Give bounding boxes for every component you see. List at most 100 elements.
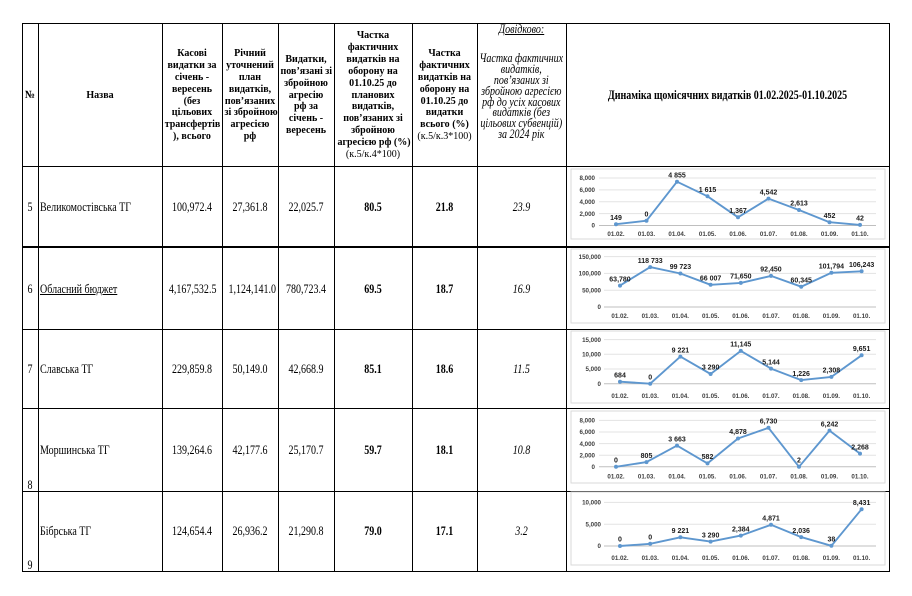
svg-text:01.08.: 01.08. [793, 393, 810, 400]
svg-text:01.05.: 01.05. [699, 231, 716, 238]
svg-text:01.10.: 01.10. [853, 313, 870, 320]
svg-text:2: 2 [797, 458, 801, 465]
svg-text:60,345: 60,345 [790, 277, 812, 284]
svg-text:01.03.: 01.03. [638, 474, 655, 481]
svg-text:106,243: 106,243 [849, 262, 874, 269]
svg-text:01.07.: 01.07. [762, 393, 779, 400]
svg-text:0: 0 [592, 464, 596, 471]
svg-text:3 290: 3 290 [702, 532, 720, 539]
svg-text:15,000: 15,000 [582, 337, 601, 344]
svg-text:582: 582 [702, 454, 714, 461]
svg-text:3 290: 3 290 [702, 365, 720, 372]
svg-text:01.02.: 01.02. [611, 313, 628, 320]
svg-text:01.04.: 01.04. [672, 313, 689, 320]
svg-text:5,000: 5,000 [586, 366, 602, 373]
svg-text:684: 684 [614, 372, 626, 379]
svg-text:149: 149 [610, 215, 622, 222]
svg-text:0: 0 [648, 535, 652, 542]
svg-text:2,268: 2,268 [851, 444, 869, 451]
svg-text:63,780: 63,780 [609, 276, 631, 283]
svg-text:5,000: 5,000 [586, 521, 602, 528]
svg-text:01.05.: 01.05. [702, 555, 719, 562]
svg-text:2,036: 2,036 [792, 528, 810, 535]
svg-text:4,542: 4,542 [760, 189, 778, 196]
svg-text:4,878: 4,878 [729, 429, 747, 436]
svg-text:3 663: 3 663 [668, 436, 686, 443]
svg-text:01.09.: 01.09. [823, 393, 840, 400]
svg-text:38: 38 [828, 537, 836, 544]
svg-text:01.04.: 01.04. [668, 231, 685, 238]
svg-text:4,000: 4,000 [580, 441, 596, 448]
svg-text:01.04.: 01.04. [668, 474, 685, 481]
svg-text:6,730: 6,730 [760, 419, 778, 426]
svg-text:01.03.: 01.03. [642, 555, 659, 562]
svg-text:1,367: 1,367 [729, 208, 747, 215]
svg-text:01.05.: 01.05. [699, 474, 716, 481]
svg-text:01.06.: 01.06. [732, 393, 749, 400]
svg-text:99 723: 99 723 [670, 264, 692, 271]
svg-text:0: 0 [592, 223, 596, 230]
svg-text:4,000: 4,000 [580, 199, 596, 206]
svg-text:01.03.: 01.03. [642, 313, 659, 320]
svg-text:01.10.: 01.10. [851, 231, 868, 238]
svg-text:01.09.: 01.09. [821, 231, 838, 238]
svg-text:01.02.: 01.02. [611, 393, 628, 400]
svg-text:4 855: 4 855 [668, 172, 686, 179]
svg-text:9 221: 9 221 [672, 528, 690, 535]
svg-text:01.07.: 01.07. [760, 231, 777, 238]
svg-text:0: 0 [645, 211, 649, 218]
svg-text:0: 0 [598, 381, 602, 388]
svg-text:01.08.: 01.08. [793, 555, 810, 562]
svg-text:805: 805 [641, 453, 653, 460]
svg-text:01.06.: 01.06. [732, 313, 749, 320]
svg-text:0: 0 [614, 458, 618, 465]
svg-text:01.04.: 01.04. [672, 393, 689, 400]
svg-text:71,650: 71,650 [730, 274, 752, 281]
svg-text:01.05.: 01.05. [702, 393, 719, 400]
svg-text:42: 42 [856, 216, 864, 223]
svg-text:2,613: 2,613 [790, 201, 808, 208]
svg-text:2,000: 2,000 [580, 452, 596, 459]
svg-text:10,000: 10,000 [582, 500, 601, 507]
svg-text:01.05.: 01.05. [702, 313, 719, 320]
svg-text:9,651: 9,651 [853, 346, 871, 353]
svg-text:452: 452 [824, 213, 836, 220]
svg-text:01.09.: 01.09. [821, 474, 838, 481]
svg-text:101,794: 101,794 [819, 264, 844, 271]
svg-text:2,000: 2,000 [580, 211, 596, 218]
svg-text:2,308: 2,308 [823, 368, 841, 375]
svg-text:100,000: 100,000 [579, 271, 602, 278]
svg-text:01.03.: 01.03. [642, 393, 659, 400]
svg-text:01.10.: 01.10. [853, 555, 870, 562]
svg-text:118 733: 118 733 [638, 258, 663, 265]
svg-text:10,000: 10,000 [582, 352, 601, 359]
svg-text:01.07.: 01.07. [762, 555, 779, 562]
svg-text:01.03.: 01.03. [638, 231, 655, 238]
svg-text:9 221: 9 221 [672, 347, 690, 354]
svg-text:01.06.: 01.06. [729, 474, 746, 481]
svg-text:01.07.: 01.07. [762, 313, 779, 320]
svg-text:6,000: 6,000 [580, 429, 596, 436]
svg-text:8,431: 8,431 [853, 500, 871, 507]
svg-text:01.09.: 01.09. [823, 555, 840, 562]
svg-text:150,000: 150,000 [579, 254, 602, 261]
svg-text:01.08.: 01.08. [790, 474, 807, 481]
svg-text:01.06.: 01.06. [729, 231, 746, 238]
svg-text:92,450: 92,450 [760, 267, 782, 274]
svg-text:6,000: 6,000 [580, 187, 596, 194]
svg-text:01.06.: 01.06. [732, 555, 749, 562]
svg-text:01.07.: 01.07. [760, 474, 777, 481]
svg-text:5,144: 5,144 [762, 359, 780, 366]
svg-text:50,000: 50,000 [582, 287, 601, 294]
svg-text:01.08.: 01.08. [793, 313, 810, 320]
svg-text:01.02.: 01.02. [607, 474, 624, 481]
svg-text:01.10.: 01.10. [851, 474, 868, 481]
svg-text:1,226: 1,226 [792, 371, 810, 378]
svg-text:01.10.: 01.10. [853, 393, 870, 400]
svg-text:01.08.: 01.08. [790, 231, 807, 238]
svg-text:0: 0 [598, 543, 602, 550]
svg-text:0: 0 [648, 374, 652, 381]
svg-text:8,000: 8,000 [580, 418, 596, 425]
svg-text:4,871: 4,871 [762, 516, 780, 523]
svg-text:01.02.: 01.02. [607, 231, 624, 238]
